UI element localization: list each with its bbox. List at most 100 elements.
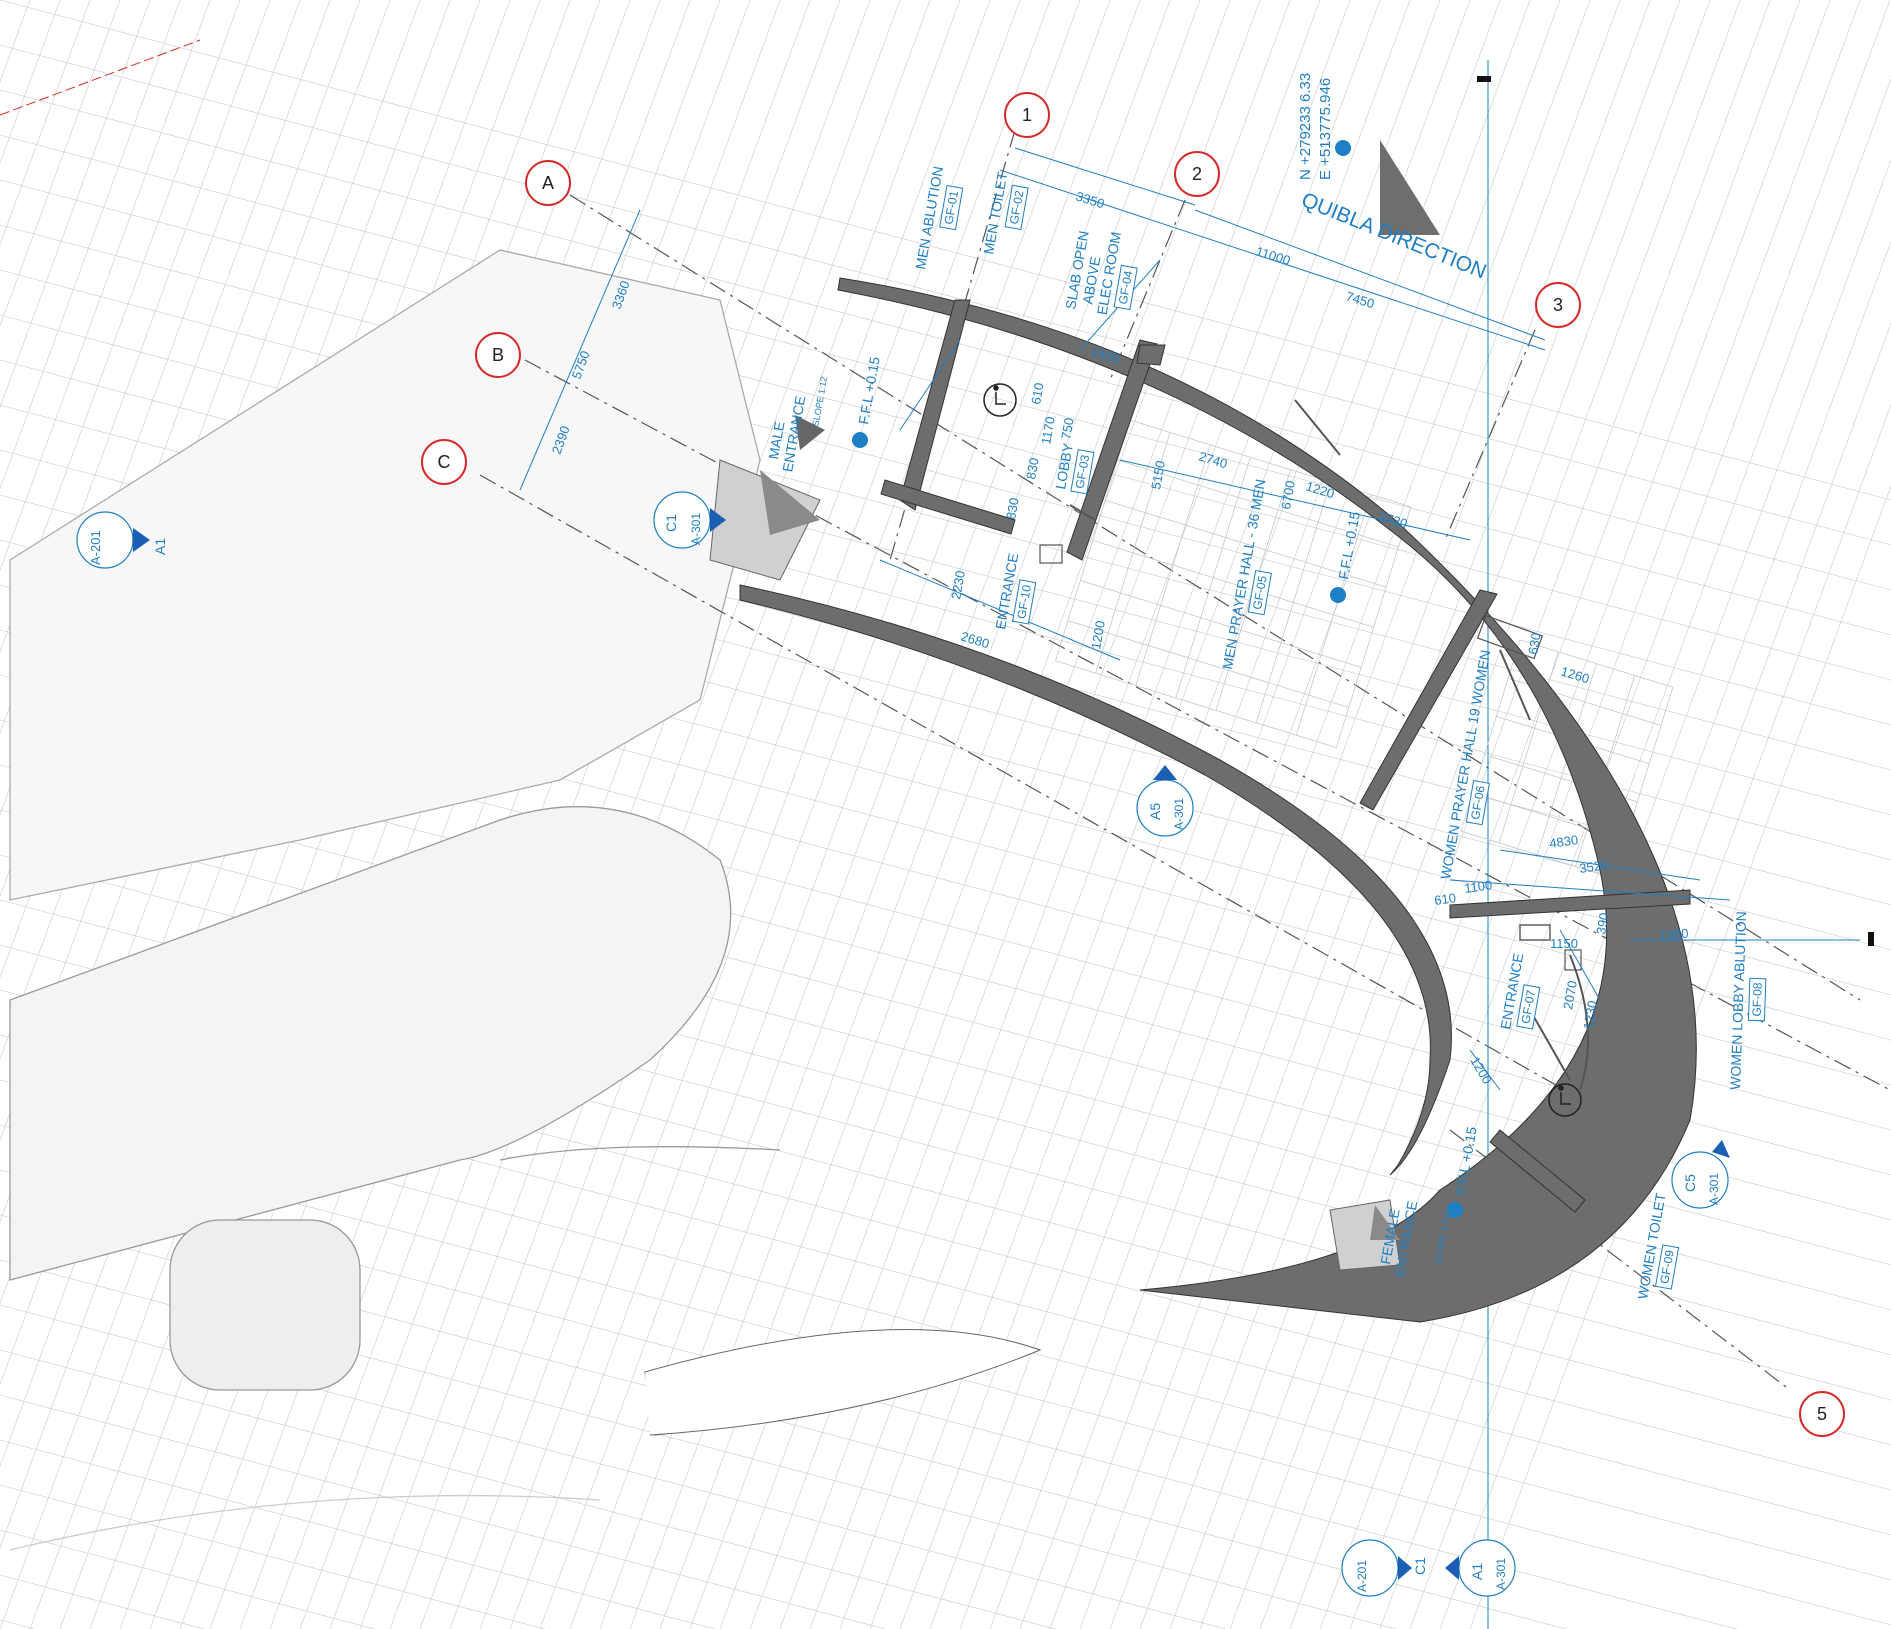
svg-text:A-301: A-301	[689, 513, 703, 545]
svg-text:2070: 2070	[1560, 979, 1580, 1010]
hatch-line	[0, 269, 1891, 771]
svg-text:830: 830	[1023, 457, 1042, 481]
svg-text:1100: 1100	[1463, 877, 1493, 896]
grid-bubble-1: 1	[1004, 92, 1050, 138]
svg-text:GF-02: GF-02	[1007, 189, 1027, 225]
svg-text:1960: 1960	[1659, 926, 1689, 943]
tile-line	[1519, 639, 1673, 688]
hatch-line	[1409, 322, 1891, 1629]
room-label-elec-room: SLAB OPEN ABOVE ELEC ROOM GF-04	[1062, 230, 1138, 316]
hatch-line	[539, 0, 1141, 1629]
hatch-line	[1199, 0, 1801, 1629]
svg-text:A-301: A-301	[1707, 1173, 1721, 1205]
svg-text:1200: 1200	[1467, 1054, 1494, 1087]
svg-text:3520: 3520	[1578, 857, 1609, 876]
grid-bubble-3: 3	[1535, 282, 1581, 328]
svg-text:GF-07: GF-07	[1518, 989, 1538, 1025]
hatch-line	[389, 0, 991, 1629]
hatch-line	[1469, 485, 1891, 1629]
section-marker-A1-A201: A-201 A1	[76, 511, 168, 569]
coordinate-east: E +513775.946	[1317, 78, 1334, 180]
svg-text:GF-04: GF-04	[1116, 269, 1136, 305]
svg-text:F.F.L +0.15: F.F.L +0.15	[1335, 510, 1363, 580]
section-marker-A5-A301: A5 A-301	[1136, 765, 1194, 837]
room-label-entrance-gf10: ENTRANCE GF-10	[992, 552, 1037, 631]
section-marker-C1-A301: C1 A-301	[653, 491, 726, 549]
hatch-line	[929, 0, 1531, 1629]
dimension-lines	[519, 147, 1860, 1091]
hatch-line	[0, 1439, 716, 1629]
svg-text:7450: 7450	[1344, 289, 1376, 312]
hatch-line	[1439, 403, 1891, 1629]
grid-bubble-C: C	[421, 439, 467, 485]
svg-text:A-201: A-201	[88, 530, 103, 565]
grid-label-A: A	[542, 173, 554, 193]
hatch-line	[0, 0, 241, 653]
tile-line	[1117, 459, 1399, 548]
tile-line	[1129, 419, 1411, 508]
grid-bubble-B: B	[475, 332, 521, 378]
survey-point-icon	[1335, 140, 1351, 156]
hatch-line	[0, 1529, 376, 1629]
building-walls	[644, 277, 1697, 1436]
grid-label-1: 1	[1022, 105, 1032, 125]
grid-end-marker-icon	[1868, 932, 1874, 946]
svg-text:1230: 1230	[1580, 999, 1600, 1030]
north-marker-icon	[1477, 76, 1491, 82]
coordinate-north: N +279233 6.33	[1297, 73, 1314, 180]
hatch-line	[0, 0, 301, 816]
svg-text:A1: A1	[152, 538, 168, 555]
svg-text:3350: 3350	[1074, 189, 1106, 212]
tile-line	[1498, 651, 1559, 844]
svg-text:GF-06: GF-06	[1468, 784, 1488, 820]
svg-text:1170: 1170	[1038, 415, 1058, 445]
svg-text:A-301: A-301	[1172, 798, 1186, 830]
hatch-line	[1379, 240, 1891, 1629]
interior-partitions	[1039, 399, 1589, 1091]
male-entrance-label: MALE ENTRANCE SLOPE 1:12	[765, 376, 829, 473]
hatch-line	[0, 0, 1891, 501]
grid-label-C: C	[438, 452, 451, 472]
room-label-men-toilet: MEN TOILET GF-02	[980, 170, 1029, 256]
hatch-line	[0, 0, 211, 572]
survey-coordinates: N +279233 6.33 E +513775.946	[1297, 73, 1334, 180]
level-marker-1: F.F.L +0.15	[852, 355, 883, 448]
room-label-men-prayer-hall: MEN PRAYER HALL - 36 MEN GF-05	[1219, 478, 1272, 671]
hatch-line	[479, 0, 1081, 1629]
svg-text:A-201: A-201	[1355, 1560, 1369, 1592]
svg-text:GF-09: GF-09	[1657, 1249, 1677, 1285]
svg-text:11000: 11000	[1254, 244, 1292, 269]
grid-bubble-A: A	[525, 160, 571, 206]
hatch-line	[0, 0, 271, 734]
svg-text:2230: 2230	[948, 569, 968, 600]
hatch-line	[0, 224, 1891, 726]
tile-line	[1092, 539, 1374, 628]
hatch-line	[569, 0, 1171, 1629]
hatch-line	[959, 0, 1561, 1629]
grid-label-5: 5	[1817, 1404, 1827, 1424]
svg-text:390: 390	[1593, 912, 1612, 936]
svg-text:A-301: A-301	[1494, 1558, 1508, 1590]
level-marker-2: F.F.L +0.15	[1330, 510, 1363, 603]
hatch-line	[0, 0, 151, 409]
hatch-line	[1079, 0, 1681, 1629]
hatch-line	[1019, 0, 1621, 1629]
svg-text:610: 610	[1028, 382, 1047, 406]
site-outlines	[0, 39, 781, 1551]
room-label-entrance-gf07: ENTRANCE GF-07	[1497, 952, 1541, 1031]
hatch-line	[1259, 0, 1861, 1629]
hatch-line	[0, 1394, 887, 1629]
hatch-line	[419, 0, 1021, 1629]
room-label-women-prayer-hall: WOMEN PRAYER HALL 19 WOMEN GF-06	[1437, 649, 1493, 881]
hatch-line	[0, 1619, 36, 1629]
hatch-line	[1109, 0, 1711, 1629]
hatch-line	[1139, 0, 1741, 1629]
tile-line	[1105, 499, 1387, 588]
svg-text:MALE: MALE	[765, 420, 787, 460]
section-marker-A1-A301: A1 A-301	[1445, 1539, 1516, 1597]
section-marker-C1-A201: A-201 C1	[1341, 1539, 1428, 1597]
accessible-toilet-icon	[983, 383, 1582, 1117]
grid-bubble-5: 5	[1799, 1391, 1845, 1437]
svg-text:A5: A5	[1147, 803, 1163, 820]
